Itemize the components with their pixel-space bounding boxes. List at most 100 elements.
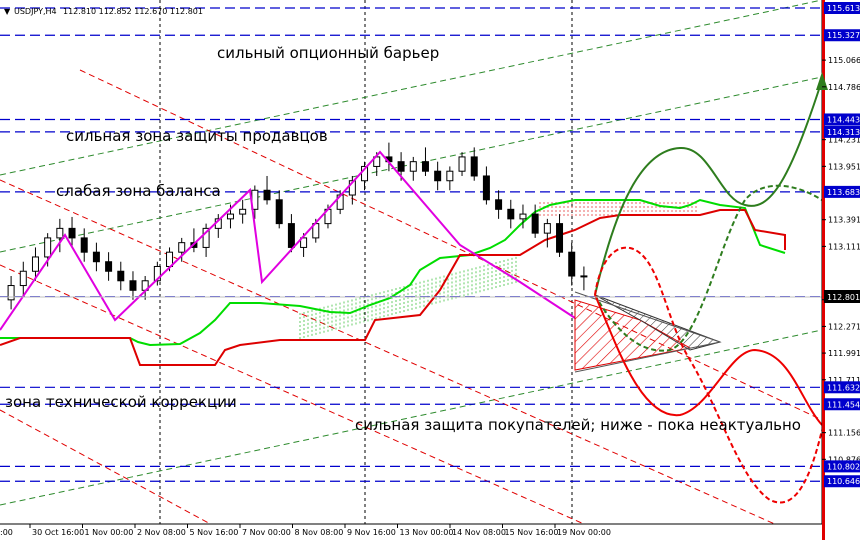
candle-body: [19, 270, 27, 287]
time-tick-label: 8 Nov 08:00: [295, 528, 344, 537]
candle-body: [178, 242, 186, 253]
price-axis-red-bar: [822, 0, 825, 540]
price-tick-label: 111.156: [828, 429, 860, 438]
candle-body: [568, 251, 576, 277]
candle-body: [421, 161, 429, 172]
candle-body: [482, 175, 490, 201]
header-arrow-icon[interactable]: ▼: [4, 7, 11, 16]
candle-body: [44, 237, 52, 258]
price-level-box: [824, 185, 860, 198]
candle-body: [92, 251, 100, 263]
current-price-box: 112.801: [824, 290, 860, 303]
green-channel-line-1: [0, 0, 823, 176]
candle-body: [531, 213, 539, 234]
header-symbol: USDJPY,H4: [14, 7, 57, 16]
forecast-paths: [594, 79, 823, 504]
candle-body: [580, 275, 588, 278]
candle-body: [470, 156, 478, 177]
time-tick-label: 9 Nov 16:00: [347, 528, 396, 537]
candle-body: [348, 180, 356, 196]
zigzag-line: [0, 150, 576, 331]
candle-body: [434, 170, 442, 182]
candle-body: [507, 208, 515, 220]
candle-body: [226, 213, 234, 220]
current-price-label: 112.801: [827, 293, 860, 302]
time-tick-label: 5 Nov 16:00: [190, 528, 239, 537]
header-ohlc: 112.810 112.852 112.670 112.801: [63, 7, 203, 16]
price-level-box: [824, 2, 860, 14]
price-level-box: [824, 381, 860, 394]
candle-body: [458, 156, 466, 172]
senkou-span-b: [0, 209, 786, 366]
time-axis-background: [0, 524, 822, 540]
forecast-green-dashed: [594, 184, 823, 352]
price-level-box: [824, 460, 860, 473]
annotation-balance-zone: слабая зона баланса: [56, 182, 221, 200]
green-channel-line-3: [0, 329, 823, 506]
price-level-label: 110.802: [827, 462, 860, 471]
candle-body: [543, 223, 551, 234]
candle-body: [117, 270, 125, 282]
candle-body: [31, 256, 39, 272]
time-tick-label: 19 Nov 00:00: [557, 528, 611, 537]
price-level-label: 111.632: [827, 383, 860, 392]
price-tick-label: 111.711: [828, 376, 860, 385]
annotation-buyers-defense: сильная защита покупателей; ниже - пока …: [355, 416, 801, 434]
triangle-dark-part: [594, 294, 722, 351]
chart-header: ▼ USDJPY,H4 112.810 112.852 112.670 112.…: [4, 7, 203, 16]
price-level-label: 115.327: [827, 31, 860, 40]
price-tick-label: 112.271: [828, 322, 860, 331]
price-tick-label: 113.111: [828, 242, 860, 251]
time-tick-label: 2 Nov 08:00: [137, 528, 186, 537]
forecast-red-dashed: [594, 246, 823, 504]
time-tick-label: 1 Nov 00:00: [85, 528, 134, 537]
levels-layer: [0, 7, 822, 482]
candle-body: [397, 161, 405, 172]
price-axis-background: [822, 0, 860, 540]
price-level-label: 115.613: [827, 4, 860, 13]
forecast-green-solid: [594, 79, 823, 296]
time-tick-label: 30 Oct 16:00: [32, 528, 84, 537]
price-tick-label: 114.786: [828, 83, 860, 92]
price-level-box: [824, 475, 860, 488]
forecast-arrow-head: [816, 72, 828, 90]
candle-body: [56, 227, 64, 239]
candle-body: [153, 265, 161, 282]
time-tick-label-partial: :00: [0, 528, 13, 537]
annotation-sellers-zone: сильная зона защиты продавцов: [66, 127, 328, 145]
channel-lines: [0, 0, 823, 540]
candle-body: [263, 189, 271, 201]
time-axis: :00 30 Oct 16:00 1 Nov 00:00 2 Nov 08:00 5 N…: [0, 523, 822, 540]
candle-body: [519, 213, 527, 220]
candle-body: [409, 161, 417, 172]
price-tick-label: 113.951: [828, 162, 860, 171]
candle-body: [495, 199, 503, 210]
time-tick-label: 14 Nov 08:00: [452, 528, 506, 537]
candle-body: [7, 285, 15, 301]
candles-layer: [7, 142, 588, 310]
price-level-box: [824, 398, 860, 411]
candle-body: [556, 223, 564, 253]
price-level-box: [824, 125, 860, 138]
price-level-box: [824, 113, 860, 126]
candle-body: [446, 170, 454, 182]
time-tick-label: 7 Nov 00:00: [242, 528, 291, 537]
candle-body: [202, 227, 210, 248]
candle-body: [80, 237, 88, 253]
annotations: сильный опционный барьер сильная зона за…: [5, 44, 801, 434]
price-level-label: 114.313: [827, 128, 860, 137]
candle-body: [287, 223, 295, 248]
candle-body: [129, 280, 137, 291]
candle-body: [68, 227, 76, 239]
price-level-boxes: 115.613115.327114.443114.313113.683112.5…: [824, 2, 860, 488]
price-level-label: 113.683: [827, 188, 860, 197]
price-tick-label: 115.066: [828, 56, 860, 65]
red-channel-line-4: [0, 409, 241, 540]
red-channel-line-1: [79, 69, 823, 421]
ichimoku-cloud: [0, 198, 786, 366]
price-tick-label: 113.391: [828, 216, 860, 225]
triangle-upper-edge: [574, 291, 721, 343]
price-tick-label: 110.876: [828, 455, 860, 464]
